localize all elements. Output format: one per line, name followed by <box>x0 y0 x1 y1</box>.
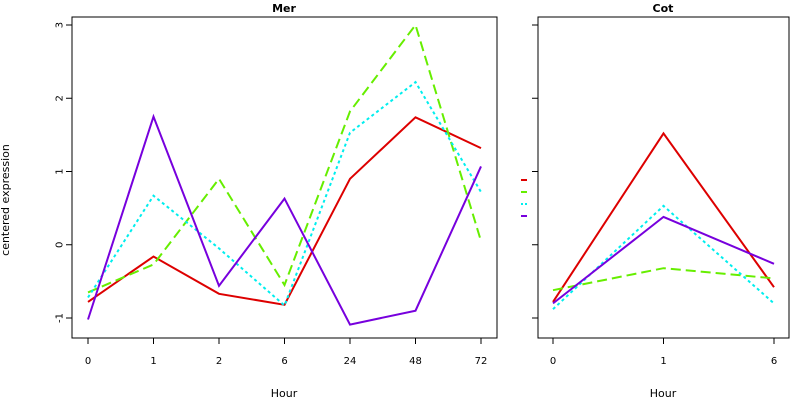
panel-cot-x-axis: 0 1 6 <box>550 338 777 367</box>
series-line-4 <box>87 113 482 326</box>
y-axis-label: centered expression <box>0 144 12 256</box>
series-line-4 <box>552 215 775 305</box>
panel-cot: Cot Hour 0 1 6 <box>532 2 790 400</box>
series-line-2 <box>552 267 775 292</box>
x-tick-label: 24 <box>344 356 357 367</box>
x-tick-label: 0 <box>85 356 91 367</box>
y-tick-label: 3 <box>55 22 66 28</box>
x-tick-label: 6 <box>771 356 777 367</box>
series-line-1 <box>87 116 482 306</box>
panel-mer: Mer Hour -1 0 1 2 3 0 1 2 6 24 48 72 <box>55 2 498 400</box>
legend <box>521 179 527 217</box>
panel-mer-xlabel: Hour <box>271 387 298 400</box>
x-tick-label: 1 <box>150 356 156 367</box>
x-tick-label: 6 <box>281 356 287 367</box>
y-tick-label: 2 <box>55 95 66 101</box>
panel-cot-series <box>552 131 775 310</box>
series-line-1 <box>552 131 775 303</box>
y-tick-label: 1 <box>55 168 66 174</box>
panel-mer-series <box>87 22 482 326</box>
series-line-2 <box>87 22 482 294</box>
panel-cot-xlabel: Hour <box>650 387 677 400</box>
panel-mer-frame <box>71 16 498 339</box>
panel-cot-frame <box>537 16 790 339</box>
x-tick-label: 0 <box>550 356 556 367</box>
panel-cot-y-axis <box>532 24 538 319</box>
panel-cot-title: Cot <box>653 2 674 15</box>
panel-mer-title: Mer <box>272 2 296 15</box>
y-tick-label: 0 <box>55 242 66 248</box>
panel-mer-y-axis: -1 0 1 2 3 <box>55 22 72 323</box>
x-tick-label: 1 <box>660 356 666 367</box>
x-tick-label: 48 <box>409 356 422 367</box>
y-tick-label: -1 <box>55 313 66 323</box>
x-tick-label: 2 <box>216 356 222 367</box>
series-line-3 <box>552 204 775 310</box>
x-tick-label: 72 <box>475 356 488 367</box>
series-line-3 <box>87 80 482 308</box>
panel-mer-x-axis: 0 1 2 6 24 48 72 <box>85 338 488 367</box>
